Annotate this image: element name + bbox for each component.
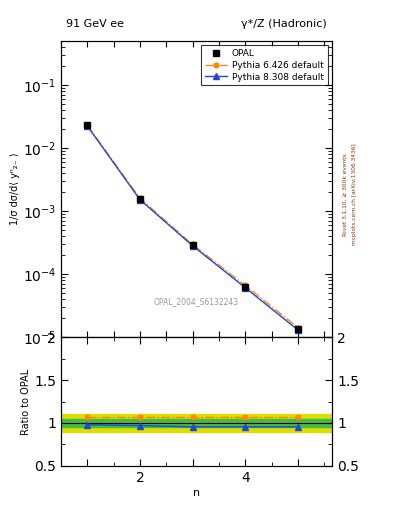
Line: Pythia 6.426 default: Pythia 6.426 default: [85, 123, 300, 330]
Text: mcplots.cern.ch [arXiv:1306.3436]: mcplots.cern.ch [arXiv:1306.3436]: [352, 144, 357, 245]
Y-axis label: Ratio to OPAL: Ratio to OPAL: [21, 369, 31, 435]
Legend: OPAL, Pythia 6.426 default, Pythia 8.308 default: OPAL, Pythia 6.426 default, Pythia 8.308…: [201, 46, 328, 85]
Pythia 8.308 default: [243, 285, 248, 291]
OPAL: [138, 196, 142, 202]
Pythia 8.308 default: [138, 197, 142, 203]
OPAL: [243, 284, 248, 290]
Pythia 6.426 default: [85, 122, 90, 129]
Pythia 8.308 default: [296, 327, 300, 333]
Text: γ*/Z (Hadronic): γ*/Z (Hadronic): [241, 19, 327, 29]
OPAL: [85, 122, 90, 129]
X-axis label: n: n: [193, 487, 200, 498]
Text: Rivet 3.1.10, ≥ 300k events: Rivet 3.1.10, ≥ 300k events: [343, 153, 348, 236]
Pythia 6.426 default: [296, 325, 300, 331]
Bar: [61, 414, 332, 432]
Line: Pythia 8.308 default: Pythia 8.308 default: [84, 123, 301, 333]
OPAL: [296, 326, 300, 332]
Bar: [61, 419, 332, 428]
Y-axis label: 1/σ dσ/d⟨ yⁿ₂₋ ⟩: 1/σ dσ/d⟨ yⁿ₂₋ ⟩: [10, 153, 20, 225]
Line: OPAL: OPAL: [84, 122, 301, 332]
Pythia 6.426 default: [190, 242, 195, 248]
Pythia 6.426 default: [138, 195, 142, 201]
Pythia 6.426 default: [243, 283, 248, 289]
OPAL: [190, 242, 195, 248]
Pythia 8.308 default: [190, 243, 195, 249]
Text: OPAL_2004_S6132243: OPAL_2004_S6132243: [154, 297, 239, 306]
Pythia 8.308 default: [85, 123, 90, 129]
Text: 91 GeV ee: 91 GeV ee: [66, 19, 124, 29]
